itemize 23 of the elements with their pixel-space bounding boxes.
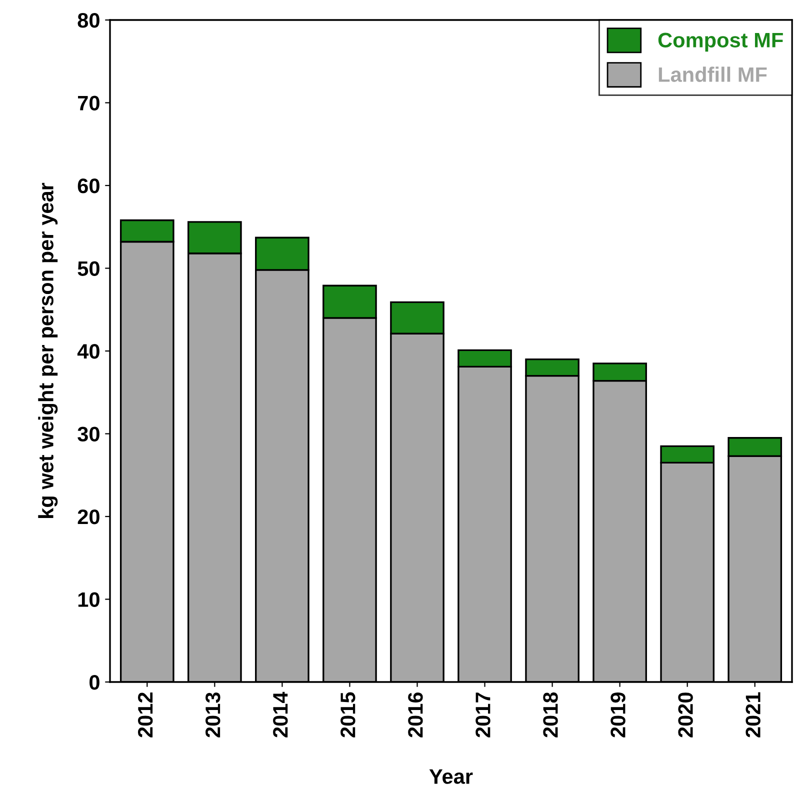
y-tick-label: 50 (78, 261, 100, 276)
y-tick-label: 70 (78, 96, 100, 111)
x-tick-label: 2018 (543, 692, 558, 738)
x-axis-title: Year (429, 769, 473, 784)
y-tick-label: 10 (78, 592, 100, 608)
x-tick-label: 2020 (678, 692, 693, 738)
x-tick-label: 2012 (138, 692, 153, 738)
x-tick-label: 2017 (476, 692, 490, 738)
y-tick-label: 80 (78, 13, 100, 28)
y-axis-title: kg wet weight per person per year (38, 182, 58, 518)
x-tick-label: 2019 (610, 692, 626, 738)
legend-label: Compost MF (658, 32, 783, 52)
x-tick-label: 2016 (408, 692, 423, 738)
legend-label: Landfill MF (658, 66, 767, 82)
y-tick-label: 60 (78, 178, 100, 194)
x-tick-label: 2021 (746, 692, 760, 738)
y-tick-label: 30 (78, 426, 100, 442)
y-tick-label: 20 (78, 510, 100, 524)
x-tick-label: 2013 (206, 692, 220, 738)
y-tick-label: 40 (77, 344, 100, 359)
x-tick-label: 2015 (340, 692, 356, 738)
x-tick-label: 2014 (273, 692, 288, 738)
y-tick-label: 0 (90, 675, 100, 690)
